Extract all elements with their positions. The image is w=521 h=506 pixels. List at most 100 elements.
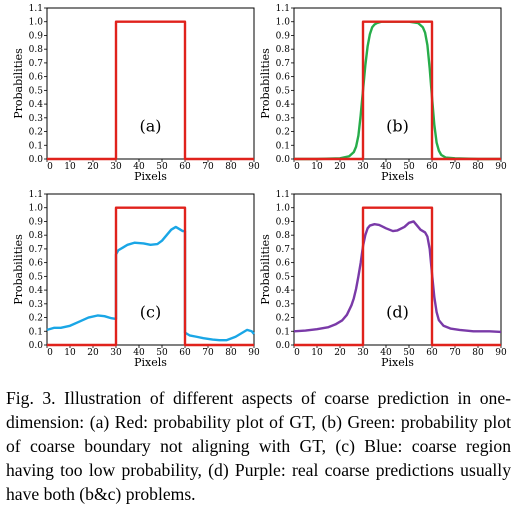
y-tick-label: 0.2 (276, 128, 290, 138)
x-tick-label: 20 (87, 162, 99, 172)
x-tick-label: 90 (248, 348, 260, 358)
gt-series-line (47, 206, 254, 347)
y-tick-label: 0.6 (276, 259, 291, 269)
purple-series-line (293, 220, 502, 334)
x-tick-label: 40 (380, 348, 392, 358)
y-tick-label: 0.7 (29, 245, 44, 255)
x-tick-label: 40 (133, 348, 145, 358)
plot-frame (46, 7, 255, 160)
x-axis-label: Pixels (381, 356, 414, 369)
x-tick-label: 30 (110, 162, 122, 172)
figure-plots: 0.0 0.1 0.2 0.3 0.4 0.5 0.6 0.7 0.8 0.9 1.0 1.1 0 10 2… (12, 4, 507, 369)
y-tick-label: 0.0 (29, 155, 44, 165)
x-tick-label: 80 (225, 348, 237, 358)
x-tick-label: 10 (64, 348, 76, 358)
y-tick-label: 0.0 (276, 155, 291, 165)
y-tick-label: 1.1 (276, 190, 290, 200)
x-tick-label: 90 (248, 162, 260, 172)
x-tick-label: 10 (311, 162, 323, 172)
y-tick-label: 0.9 (29, 31, 44, 41)
gt-series-line (294, 20, 501, 161)
x-tick-label: 0 (294, 348, 300, 358)
y-tick-label: 0.4 (276, 286, 291, 296)
x-tick-label: 50 (156, 162, 168, 172)
y-tick-label: 1.0 (29, 204, 44, 214)
y-tick-label: 0.1 (276, 141, 290, 151)
y-tick-label: 1.1 (276, 4, 290, 14)
x-tick-label: 60 (426, 348, 438, 358)
y-tick-label: 0.1 (29, 141, 43, 151)
blue-series-line (46, 225, 255, 342)
gt-series-line (47, 20, 254, 161)
x-tick-label: 0 (47, 162, 53, 172)
y-tick-label: 0.6 (276, 73, 291, 83)
y-axis-label: Probabilities (12, 234, 25, 305)
panel-label: (d) (386, 303, 409, 322)
chart-panel: 0.0 0.1 0.2 0.3 0.4 0.5 0.6 0.7 0.8 0.9 1.0 1.1 0 10 2… (12, 4, 260, 183)
y-tick-label: 0.2 (29, 314, 43, 324)
x-tick-label: 90 (495, 162, 507, 172)
y-tick-label: 0.8 (276, 45, 291, 55)
y-tick-label: 1.0 (276, 18, 291, 28)
chart-panel: 0.0 0.1 0.2 0.3 0.4 0.5 0.6 0.7 0.8 0.9 1.0 1.1 0 10 2… (259, 190, 507, 369)
y-tick-label: 1.1 (29, 190, 43, 200)
y-tick-label: 0.6 (29, 259, 44, 269)
x-tick-label: 70 (449, 348, 461, 358)
y-tick-label: 0.8 (276, 231, 291, 241)
y-axis-label: Probabilities (259, 234, 272, 305)
y-tick-label: 0.1 (29, 327, 43, 337)
x-tick-label: 60 (179, 348, 191, 358)
chart-panel: 0.0 0.1 0.2 0.3 0.4 0.5 0.6 0.7 0.8 0.9 1.0 1.1 0 10 2… (12, 190, 260, 369)
panel-label: (a) (139, 117, 161, 136)
x-axis-label: Pixels (134, 356, 167, 369)
x-tick-label: 0 (47, 348, 53, 358)
chart-panel: 0.0 0.1 0.2 0.3 0.4 0.5 0.6 0.7 0.8 0.9 1.0 1.1 0 10 2… (259, 4, 507, 183)
x-tick-label: 20 (87, 348, 99, 358)
gt-series-line (294, 206, 501, 347)
x-tick-label: 30 (357, 348, 369, 358)
y-tick-label: 0.5 (276, 86, 291, 96)
x-tick-label: 0 (294, 162, 300, 172)
x-tick-label: 10 (64, 162, 76, 172)
y-tick-label: 0.7 (276, 245, 291, 255)
panel-label: (b) (386, 117, 409, 136)
y-tick-label: 1.0 (276, 204, 291, 214)
y-tick-label: 0.4 (276, 100, 291, 110)
y-tick-label: 0.9 (276, 31, 291, 41)
x-tick-label: 50 (403, 348, 415, 358)
x-tick-label: 10 (311, 348, 323, 358)
x-tick-label: 70 (202, 348, 214, 358)
y-tick-label: 0.2 (276, 314, 290, 324)
x-tick-label: 30 (357, 162, 369, 172)
plot-frame (293, 7, 502, 160)
y-tick-label: 0.9 (276, 217, 291, 227)
y-tick-label: 0.4 (29, 100, 44, 110)
figure-caption: Fig. 3. Illustration of different aspect… (6, 388, 511, 504)
plot-frame (46, 193, 255, 346)
y-tick-label: 0.5 (29, 272, 44, 282)
y-tick-label: 1.0 (29, 18, 44, 28)
y-tick-label: 0.5 (29, 86, 44, 96)
x-tick-label: 30 (110, 348, 122, 358)
y-axis-label: Probabilities (259, 48, 272, 119)
y-tick-label: 0.7 (276, 59, 291, 69)
y-tick-label: 0.4 (29, 286, 44, 296)
y-tick-label: 0.8 (29, 231, 44, 241)
y-tick-label: 0.0 (29, 341, 44, 351)
x-tick-label: 20 (334, 348, 346, 358)
plot-frame (293, 193, 502, 346)
x-tick-label: 40 (380, 162, 392, 172)
panel-label: (c) (140, 303, 161, 322)
y-tick-label: 0.3 (29, 300, 44, 310)
x-axis-label: Pixels (381, 170, 414, 183)
y-tick-label: 0.1 (276, 327, 290, 337)
y-tick-label: 0.9 (29, 217, 44, 227)
y-tick-label: 0.3 (29, 114, 44, 124)
x-tick-label: 80 (472, 348, 484, 358)
y-axis-label: Probabilities (12, 48, 25, 119)
x-tick-label: 60 (179, 162, 191, 172)
y-tick-label: 0.5 (276, 272, 291, 282)
green-series-line (294, 20, 501, 161)
y-tick-label: 0.0 (276, 341, 291, 351)
x-tick-label: 20 (334, 162, 346, 172)
